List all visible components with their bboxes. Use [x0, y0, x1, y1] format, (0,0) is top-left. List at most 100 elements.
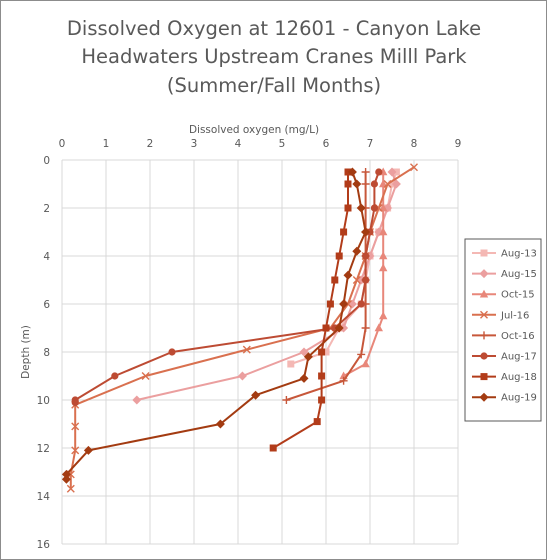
data-point-jul-16-11	[71, 422, 80, 431]
data-point-aug-18-10	[318, 396, 326, 404]
y-tick-label-5: 10	[37, 395, 50, 407]
legend-label-aug-18: Aug-18	[501, 372, 537, 383]
data-point-aug-17-5	[362, 276, 370, 284]
legend-swatch-marker-jul-16	[480, 310, 488, 319]
data-point-aug-15-0	[387, 167, 397, 177]
legend-label-aug-19: Aug-19	[501, 393, 537, 404]
data-point-jul-16-14	[66, 484, 75, 493]
series-line-aug-17	[74, 171, 380, 403]
x-tick-label-3: 3	[191, 138, 198, 150]
data-point-aug-13-8	[322, 348, 330, 356]
data-point-oct-16-10	[282, 396, 291, 404]
series-line-aug-19	[65, 171, 367, 480]
x-tick-label-4: 4	[235, 138, 242, 150]
data-point-oct-16-1	[361, 180, 370, 188]
legend-entry-aug-17: Aug-17	[472, 352, 537, 363]
x-tick-label-6: 6	[323, 138, 330, 150]
data-point-aug-18-4	[335, 252, 343, 260]
x-tick-label-0: 0	[59, 138, 66, 150]
legend-entry-aug-18: Aug-18	[472, 372, 537, 383]
data-point-aug-18-12	[269, 444, 277, 452]
data-point-aug-15-8	[299, 347, 309, 357]
data-point-aug-18-8	[318, 348, 326, 356]
y-axis-title: Depth (m)	[20, 325, 32, 379]
legend-entry-aug-13: Aug-13	[472, 249, 537, 260]
data-point-aug-19-13	[61, 469, 71, 479]
series-aug-18	[269, 168, 352, 452]
legend-box	[464, 238, 542, 422]
data-point-jul-16-12	[71, 446, 80, 455]
legend-label-aug-17: Aug-17	[501, 352, 537, 363]
data-point-aug-18-1	[344, 180, 352, 188]
x-tick-label-9: 9	[455, 138, 462, 150]
data-point-aug-19-5	[343, 270, 353, 280]
data-series	[61, 163, 418, 493]
x-axis-tick-labels: 0 1 2 3 4 5 6 7 8 9	[59, 138, 462, 150]
y-tick-label-2: 4	[43, 251, 50, 263]
legend-swatch-marker-aug-17	[480, 352, 488, 360]
x-tick-label-1: 1	[103, 138, 110, 150]
data-point-aug-18-6	[326, 300, 334, 308]
data-point-oct-15-4	[379, 251, 388, 260]
legend-label-oct-15: Oct-15	[501, 290, 535, 301]
legend-label-aug-15: Aug-15	[501, 269, 537, 280]
data-point-aug-15-9	[237, 371, 247, 381]
x-tick-label-5: 5	[279, 138, 286, 150]
series-aug-17	[71, 168, 383, 406]
y-tick-label-6: 12	[37, 443, 50, 455]
data-point-aug-17-6	[357, 300, 365, 308]
x-tick-label-2: 2	[147, 138, 154, 150]
data-point-aug-19-6	[339, 299, 349, 309]
data-point-aug-15-10	[132, 395, 142, 405]
data-point-aug-18-5	[331, 276, 339, 284]
chart-title: Dissolved Oxygen at 12601 - Canyon Lake …	[67, 17, 481, 97]
data-point-oct-16-8	[357, 350, 366, 359]
data-point-aug-19-10	[251, 390, 261, 400]
data-point-aug-17-9	[111, 372, 119, 380]
data-point-jul-16-9	[141, 372, 150, 380]
legend-entry-aug-15: Aug-15	[472, 269, 537, 280]
data-point-oct-15-5	[379, 263, 388, 272]
legend-swatch-marker-oct-15	[479, 289, 489, 298]
data-point-aug-18-7	[322, 324, 330, 332]
data-point-oct-15-6	[379, 311, 388, 320]
y-tick-label-0: 0	[43, 155, 50, 167]
data-point-oct-16-7	[361, 324, 370, 332]
y-tick-label-3: 6	[43, 299, 50, 311]
data-point-aug-18-11	[313, 418, 321, 426]
legend-label-jul-16: Jul-16	[500, 310, 529, 321]
data-point-jul-16-8	[242, 345, 251, 354]
legend-label-oct-16: Oct-16	[501, 331, 535, 342]
legend-entry-oct-15: Oct-15	[472, 289, 535, 301]
data-point-aug-19-8	[303, 352, 313, 362]
y-tick-label-8: 16	[37, 539, 51, 551]
x-axis-title: Dissolved oxygen (mg/L)	[189, 124, 319, 136]
data-point-aug-19-12	[83, 445, 93, 455]
data-point-aug-19-4	[352, 246, 362, 256]
legend-swatch-marker-aug-15	[479, 269, 489, 279]
data-point-aug-18-3	[340, 228, 348, 236]
x-tick-label-8: 8	[411, 138, 418, 150]
data-point-oct-15-8	[361, 359, 370, 368]
data-point-aug-13-9	[287, 360, 295, 368]
data-point-oct-16-9	[339, 376, 348, 385]
data-point-aug-17-8	[168, 348, 176, 356]
data-point-aug-18-2	[344, 204, 352, 212]
data-point-aug-19-14	[61, 474, 71, 484]
series-aug-19	[61, 167, 371, 484]
data-point-aug-19-9	[299, 373, 309, 383]
data-point-aug-19-3	[361, 227, 371, 237]
legend-swatch-marker-aug-19	[479, 392, 489, 402]
legend-entry-jul-16: Jul-16	[472, 310, 529, 321]
y-tick-label-4: 8	[43, 347, 50, 359]
data-point-aug-19-11	[215, 419, 225, 429]
data-point-aug-19-1	[352, 179, 362, 189]
legend-entry-aug-19: Aug-19	[472, 392, 537, 404]
data-point-aug-17-1	[370, 180, 378, 188]
legend-swatch-marker-aug-18	[480, 373, 488, 381]
data-point-aug-19-2	[356, 203, 366, 213]
series-line-aug-18	[272, 172, 349, 449]
gridlines	[61, 159, 459, 545]
chart-title-line-3: (Summer/Fall Months)	[167, 74, 381, 97]
